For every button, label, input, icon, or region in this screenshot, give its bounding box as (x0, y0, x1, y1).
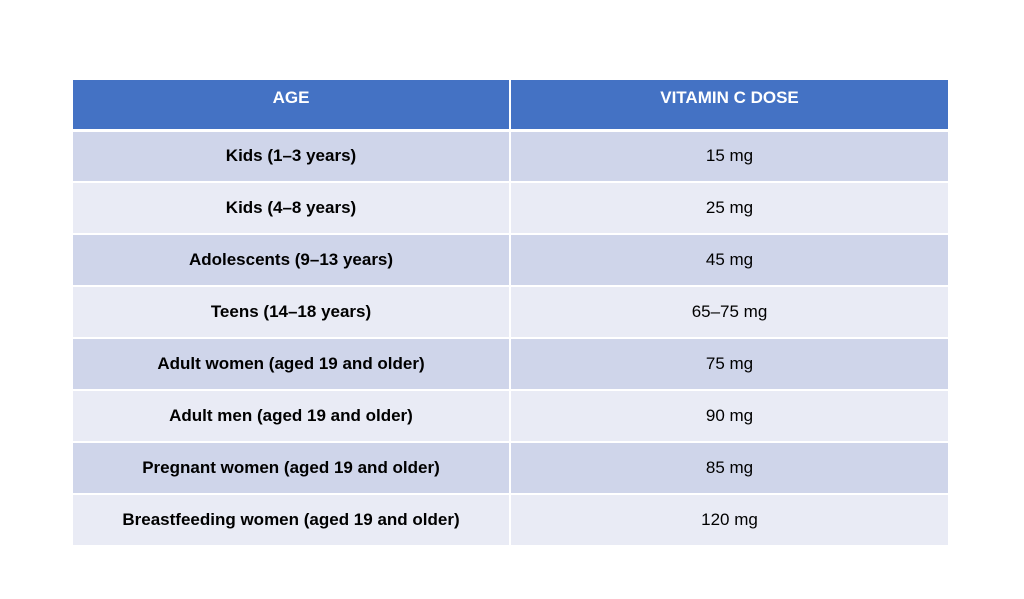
table-header-row: AGE VITAMIN C DOSE (73, 80, 948, 132)
age-cell: Breastfeeding women (aged 19 and older) (73, 494, 511, 547)
table-row: Teens (14–18 years) 65–75 mg (73, 286, 948, 339)
age-cell: Kids (4–8 years) (73, 182, 511, 235)
age-cell: Adult women (aged 19 and older) (73, 338, 511, 391)
table-row: Kids (4–8 years) 25 mg (73, 182, 948, 235)
age-cell: Adolescents (9–13 years) (73, 234, 511, 287)
dose-cell: 85 mg (510, 442, 948, 495)
dose-cell: 75 mg (510, 338, 948, 391)
age-column-header: AGE (73, 80, 511, 132)
dose-cell: 90 mg (510, 390, 948, 443)
dose-cell: 65–75 mg (510, 286, 948, 339)
dose-column-header: VITAMIN C DOSE (510, 80, 948, 132)
dose-cell: 15 mg (510, 130, 948, 183)
table-row: Breastfeeding women (aged 19 and older) … (73, 494, 948, 547)
vitamin-c-table-container: AGE VITAMIN C DOSE Kids (1–3 years) 15 m… (73, 80, 948, 547)
table-row: Pregnant women (aged 19 and older) 85 mg (73, 442, 948, 495)
table-row: Kids (1–3 years) 15 mg (73, 130, 948, 183)
dose-cell: 120 mg (510, 494, 948, 547)
age-cell: Pregnant women (aged 19 and older) (73, 442, 511, 495)
dose-cell: 25 mg (510, 182, 948, 235)
vitamin-c-dose-table: AGE VITAMIN C DOSE Kids (1–3 years) 15 m… (73, 80, 948, 547)
table-row: Adolescents (9–13 years) 45 mg (73, 234, 948, 287)
age-cell: Teens (14–18 years) (73, 286, 511, 339)
table-row: Adult men (aged 19 and older) 90 mg (73, 390, 948, 443)
dose-cell: 45 mg (510, 234, 948, 287)
age-cell: Adult men (aged 19 and older) (73, 390, 511, 443)
age-cell: Kids (1–3 years) (73, 130, 511, 183)
table-row: Adult women (aged 19 and older) 75 mg (73, 338, 948, 391)
